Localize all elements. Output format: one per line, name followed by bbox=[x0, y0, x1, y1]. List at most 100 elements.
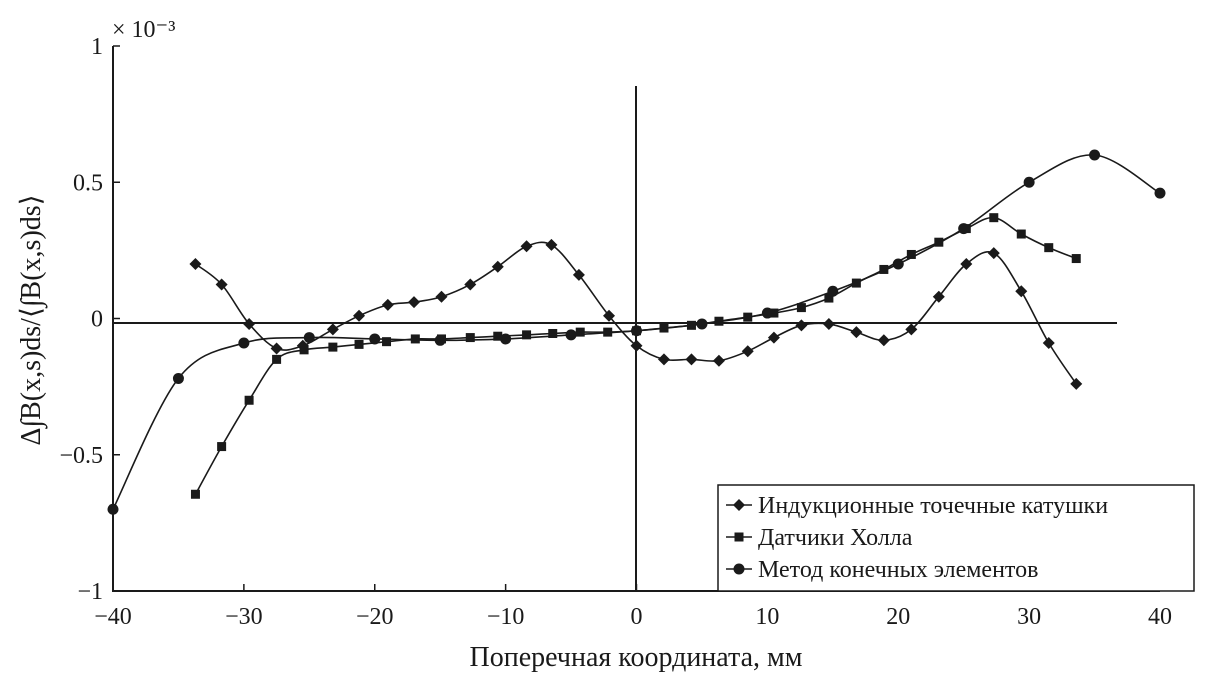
data-point-diamond bbox=[932, 290, 945, 303]
data-point-diamond bbox=[381, 298, 394, 311]
data-point-diamond bbox=[491, 260, 504, 273]
y-multiplier-label: × 10⁻³ bbox=[112, 17, 175, 43]
data-point-diamond bbox=[850, 326, 863, 339]
data-point-square bbox=[217, 442, 227, 452]
data-point-diamond bbox=[603, 309, 616, 322]
x-tick-label: 0 bbox=[631, 604, 643, 630]
data-point-diamond bbox=[270, 342, 283, 355]
data-point-square bbox=[328, 342, 338, 352]
data-point-square bbox=[548, 328, 558, 338]
data-point-square bbox=[244, 395, 254, 405]
data-point-square bbox=[1044, 243, 1054, 253]
data-point-diamond bbox=[326, 323, 339, 336]
data-point-circle bbox=[958, 223, 970, 235]
legend-label: Метод конечных элементов bbox=[758, 557, 1038, 583]
legend-label: Датчики Холла bbox=[758, 525, 913, 551]
data-point-circle bbox=[500, 333, 512, 345]
data-point-diamond bbox=[243, 317, 256, 330]
data-point-circle bbox=[565, 329, 577, 341]
data-point-diamond bbox=[822, 317, 835, 330]
legend-box bbox=[717, 484, 1195, 592]
data-point-diamond bbox=[685, 353, 698, 366]
data-point-square bbox=[934, 237, 944, 247]
data-point-diamond bbox=[712, 354, 725, 367]
data-point-square bbox=[493, 331, 503, 341]
y-tick-label: 0.5 bbox=[73, 170, 103, 196]
data-point-square bbox=[989, 213, 999, 223]
series-diamond bbox=[189, 238, 1083, 390]
data-point-square bbox=[824, 293, 834, 303]
legend-marker-square bbox=[734, 532, 744, 542]
series-layer bbox=[107, 149, 1166, 515]
data-point-circle bbox=[172, 372, 184, 384]
data-point-square bbox=[272, 354, 282, 364]
data-point-circle bbox=[369, 333, 381, 345]
data-point-square bbox=[906, 249, 916, 259]
data-point-circle bbox=[303, 332, 315, 344]
data-point-diamond bbox=[1015, 285, 1028, 298]
x-tick-label: 30 bbox=[1017, 604, 1041, 630]
data-point-circle bbox=[761, 307, 773, 319]
y-axis-title: Δ∫B(x,s)ds/⟨∫B(x,s)ds⟩ bbox=[16, 194, 48, 445]
x-tick-label: −30 bbox=[225, 604, 263, 630]
legend-items: Индукционные точечные катушки Датчики Хол… bbox=[726, 493, 1108, 583]
data-point-square bbox=[382, 337, 392, 347]
data-point-circle bbox=[1023, 176, 1035, 188]
data-point-square bbox=[575, 327, 585, 337]
data-point-diamond bbox=[435, 290, 448, 303]
data-point-square bbox=[354, 339, 364, 349]
legend-marker-circle bbox=[733, 563, 745, 575]
data-point-diamond bbox=[353, 309, 366, 322]
data-point-diamond bbox=[657, 353, 670, 366]
data-point-square bbox=[465, 333, 475, 343]
data-point-circle bbox=[1154, 187, 1166, 199]
data-point-diamond bbox=[572, 268, 585, 281]
data-point-circle bbox=[892, 258, 904, 270]
data-point-diamond bbox=[905, 323, 918, 336]
data-point-circle bbox=[1089, 149, 1101, 161]
data-point-square bbox=[410, 334, 420, 344]
y-tick-label: −0.5 bbox=[59, 443, 103, 469]
legend-label: Индукционные точечные катушки bbox=[758, 493, 1108, 519]
data-point-square bbox=[1071, 254, 1081, 264]
x-axis-title: Поперечная координата, мм bbox=[470, 642, 803, 673]
data-point-diamond bbox=[630, 339, 643, 352]
data-point-diamond bbox=[1070, 377, 1083, 390]
data-point-circle bbox=[631, 325, 642, 337]
series-circle bbox=[107, 149, 1166, 515]
data-point-square bbox=[1016, 229, 1026, 239]
data-point-diamond bbox=[767, 331, 780, 344]
data-point-diamond bbox=[960, 258, 973, 270]
data-point-diamond bbox=[1042, 337, 1055, 350]
data-point-circle bbox=[696, 318, 708, 330]
data-point-diamond bbox=[464, 278, 477, 291]
legend: Индукционные точечные катушки Датчики Хол… bbox=[717, 484, 1195, 592]
data-point-diamond bbox=[215, 278, 228, 291]
data-point-diamond bbox=[741, 345, 754, 358]
x-tick-label: −20 bbox=[356, 604, 394, 630]
y-tick-label: 1 bbox=[91, 34, 103, 60]
y-ticks: −1 −0.5 0 0.5 1 bbox=[59, 34, 120, 605]
data-point-circle bbox=[434, 334, 446, 346]
data-point-square bbox=[851, 278, 861, 288]
data-point-diamond bbox=[987, 247, 1000, 260]
legend-marker-diamond bbox=[733, 499, 745, 511]
data-point-diamond bbox=[189, 258, 202, 270]
data-point-diamond bbox=[795, 319, 808, 332]
data-point-circle bbox=[238, 337, 250, 349]
data-point-square bbox=[796, 303, 806, 313]
data-point-square bbox=[522, 330, 532, 340]
data-point-diamond bbox=[877, 334, 890, 347]
data-point-square bbox=[769, 308, 779, 318]
y-tick-label: 0 bbox=[91, 307, 103, 333]
series-line-circle bbox=[112, 154, 1161, 510]
data-point-diamond bbox=[545, 238, 558, 251]
data-point-square bbox=[299, 345, 309, 355]
data-point-circle bbox=[827, 285, 839, 297]
data-point-diamond bbox=[520, 240, 533, 253]
x-tick-label: 10 bbox=[755, 604, 779, 630]
data-point-diamond bbox=[408, 296, 421, 309]
data-point-square bbox=[879, 264, 889, 274]
x-tick-label: 40 bbox=[1148, 604, 1172, 630]
